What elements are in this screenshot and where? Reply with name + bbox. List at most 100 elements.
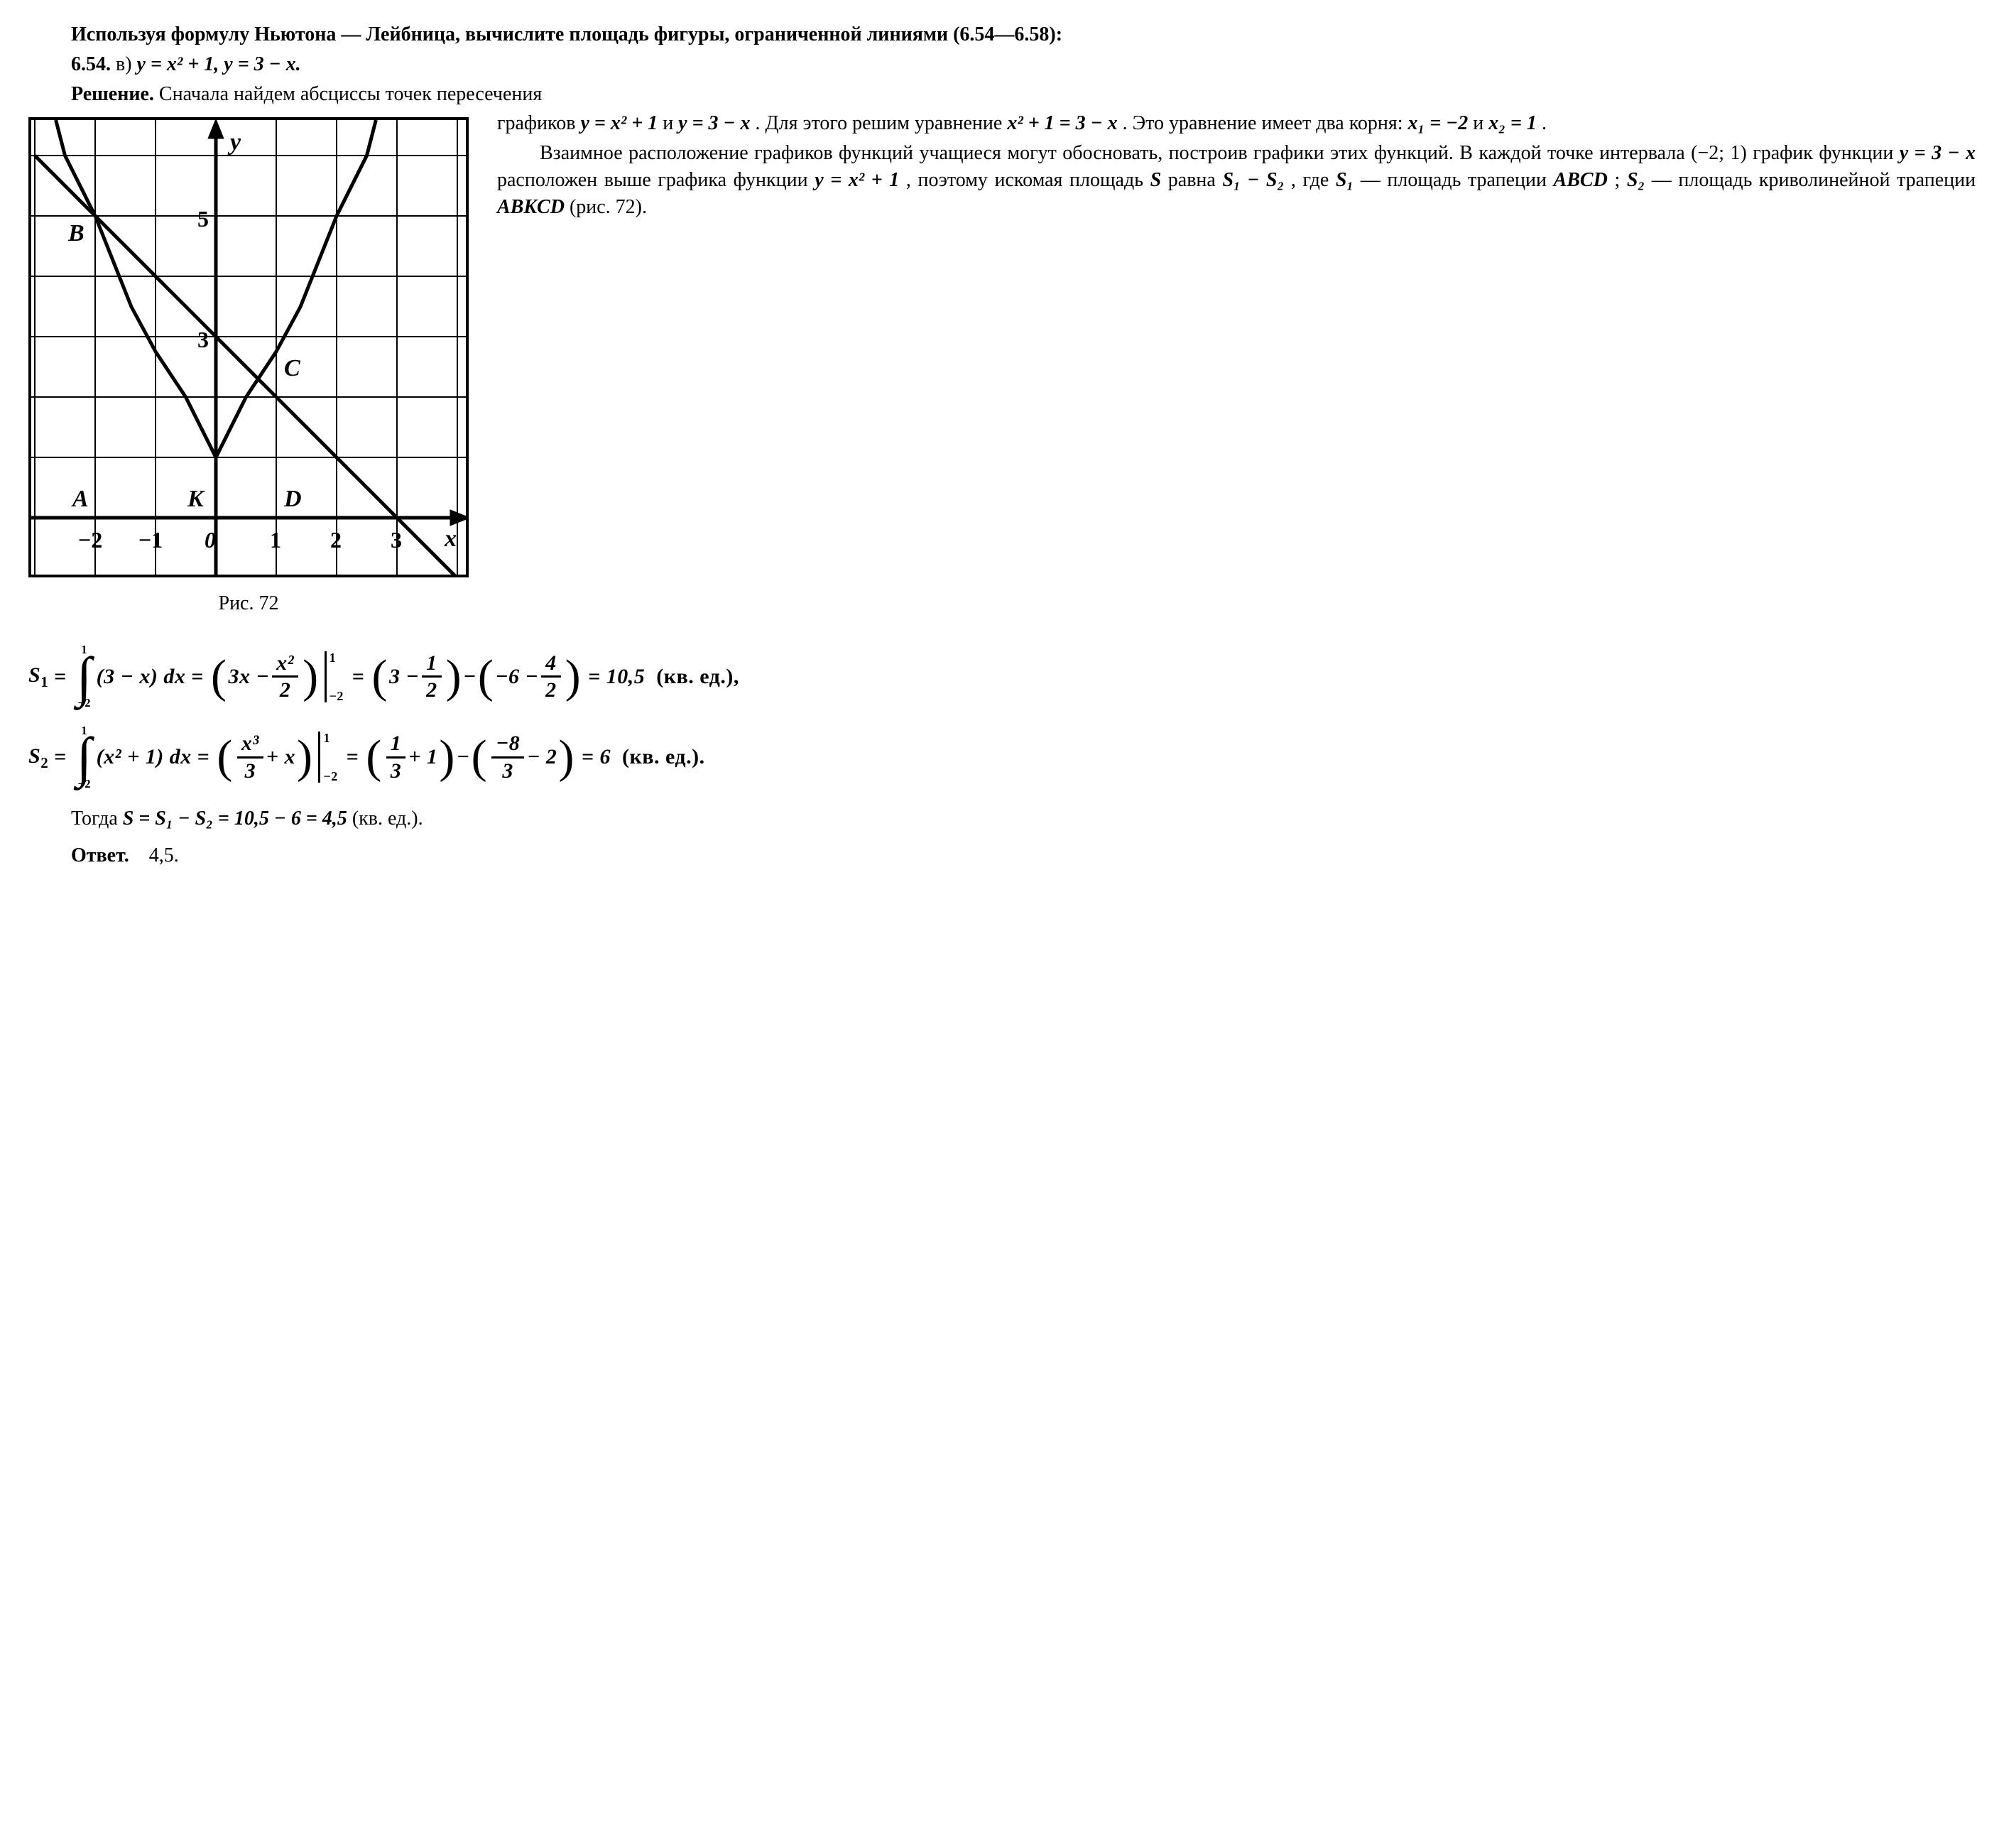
eval-top: 1 [323, 732, 337, 744]
txt: ; [1614, 169, 1626, 191]
solution-label: Решение. [71, 83, 154, 105]
axes [31, 123, 466, 575]
result: = 10,5 [588, 663, 645, 692]
answer-label: Ответ. [71, 844, 129, 866]
label-B: B [67, 220, 85, 246]
integrand: (x² + 1) dx [97, 743, 192, 772]
antideriv: 3x − [228, 663, 269, 692]
label-D: D [283, 486, 302, 512]
eq: ABKCD [497, 196, 565, 218]
formula-s2: S2 = 1 ∫ −2 (x² + 1) dx = ( x³ 3 + x ) 1… [28, 725, 1976, 790]
fraction: 1 2 [422, 652, 442, 702]
int-lower: −2 [77, 778, 91, 790]
integrand: (3 − x) dx [97, 663, 186, 692]
den: 2 [276, 678, 295, 702]
txt: . Это уравнение имеет два корня: [1123, 112, 1408, 134]
eval-bar: 1 −2 [318, 732, 337, 783]
answer-line: Ответ. 4,5. [28, 842, 1976, 869]
tick-x2: 2 [330, 527, 342, 553]
eval-bot: −2 [330, 690, 344, 702]
tick-xm2: −2 [78, 527, 102, 553]
txt: и [663, 112, 678, 134]
txt: . Для этого решим уравнение [756, 112, 1008, 134]
txt: расположен выше графика функции [497, 169, 815, 191]
integral-icon: 1 ∫ −2 [77, 725, 92, 790]
eq: x₁ = −2 [1408, 112, 1469, 134]
txt: , где [1291, 169, 1336, 191]
grid-vertical [35, 120, 457, 575]
label-C: C [284, 355, 300, 381]
fraction: x³ 3 [237, 732, 263, 782]
den: 3 [241, 759, 261, 783]
integral-icon: 1 ∫ −2 [77, 644, 92, 710]
solution-first: Сначала найдем абсциссы точек пересечени… [159, 83, 542, 105]
txt: — площадь трапеции [1361, 169, 1554, 191]
num: 4 [541, 652, 561, 678]
eq: y = x² + 1 [580, 112, 658, 134]
tick-y5: 5 [197, 206, 209, 232]
problem-variant: в) [116, 53, 132, 75]
fraction: −8 3 [491, 732, 524, 782]
tick-y3: 3 [197, 327, 209, 352]
tick-x3: 3 [391, 527, 402, 553]
den: 3 [498, 759, 518, 783]
term: −6 − [495, 663, 538, 692]
fraction: x² 2 [272, 652, 298, 702]
label-y: y [227, 129, 241, 156]
formula-s1: S1 = 1 ∫ −2 (3 − x) dx = ( 3x − x² 2 ) 1… [28, 644, 1976, 790]
minus: − [457, 743, 470, 772]
txt: — площадь криволинейной трапеции [1652, 169, 1976, 191]
s2-lhs: S2 [28, 742, 48, 773]
eval-bar: 1 −2 [325, 651, 344, 702]
eq: y = 3 − x [1900, 142, 1976, 164]
figure-caption: Рис. 72 [28, 590, 469, 617]
num: x² [272, 652, 298, 678]
final-unit: (кв. ед.). [352, 808, 423, 830]
eq: S₂ [1627, 169, 1645, 191]
fraction: 4 2 [541, 652, 561, 702]
eq: x² + 1 = 3 − x [1007, 112, 1117, 134]
eq: x₂ = 1 [1488, 112, 1537, 134]
txt: Взаимное расположение графиков функций у… [540, 142, 1900, 164]
int-lower: −2 [77, 697, 91, 710]
answer-value: 4,5. [149, 844, 179, 866]
problem-eqs: y = x² + 1, y = 3 − x. [137, 53, 301, 75]
num: x³ [237, 732, 263, 759]
label-x: x [444, 526, 457, 552]
label-K: K [187, 486, 205, 512]
txt: , поэтому искомая площадь [906, 169, 1150, 191]
figure-block: B C A K D y x −2 −1 0 1 2 3 5 3 Рис. [28, 117, 469, 617]
grid-horizontal [31, 156, 466, 457]
tick-labels-y: 5 3 [197, 206, 209, 352]
final-expr: S = S₁ − S₂ = 10,5 − 6 = 4,5 [123, 808, 347, 830]
antideriv: + x [266, 743, 295, 772]
minus: − [463, 663, 477, 692]
sym: S [28, 744, 40, 768]
num: 1 [386, 732, 406, 759]
term: 3 − [389, 663, 419, 692]
den: 2 [541, 678, 561, 702]
problem-line: 6.54. в) y = x² + 1, y = 3 − x. [28, 51, 1976, 78]
tick-x1: 1 [270, 527, 281, 553]
eq: S₁ − S₂ [1222, 169, 1284, 191]
graph-svg: B C A K D y x −2 −1 0 1 2 3 5 3 [28, 117, 469, 577]
num: −8 [491, 732, 524, 759]
s1-lhs: S1 [28, 661, 48, 692]
point-labels: B C A K D y x [67, 129, 457, 552]
unit: (кв. ед.). [622, 743, 705, 772]
solution-line: Решение. Сначала найдем абсциссы точек п… [28, 81, 1976, 108]
eq: y = 3 − x [678, 112, 750, 134]
sub: 2 [40, 754, 48, 771]
tick-xm1: −1 [138, 527, 163, 553]
fraction: 1 3 [386, 732, 406, 782]
intro-text: Используя формулу Ньютона — Лейбница, вы… [28, 21, 1976, 48]
sym: S [28, 663, 40, 687]
txt: (рис. 72). [570, 196, 647, 218]
txt: графиков [497, 112, 580, 134]
term: + 1 [408, 743, 437, 772]
unit: (кв. ед.), [656, 663, 739, 692]
page-root: Используя формулу Ньютона — Лейбница, вы… [28, 21, 1976, 869]
eq: y = x² + 1 [815, 169, 899, 191]
eq: S₁ [1336, 169, 1354, 191]
tick-labels-x: −2 −1 0 1 2 3 [78, 527, 402, 553]
